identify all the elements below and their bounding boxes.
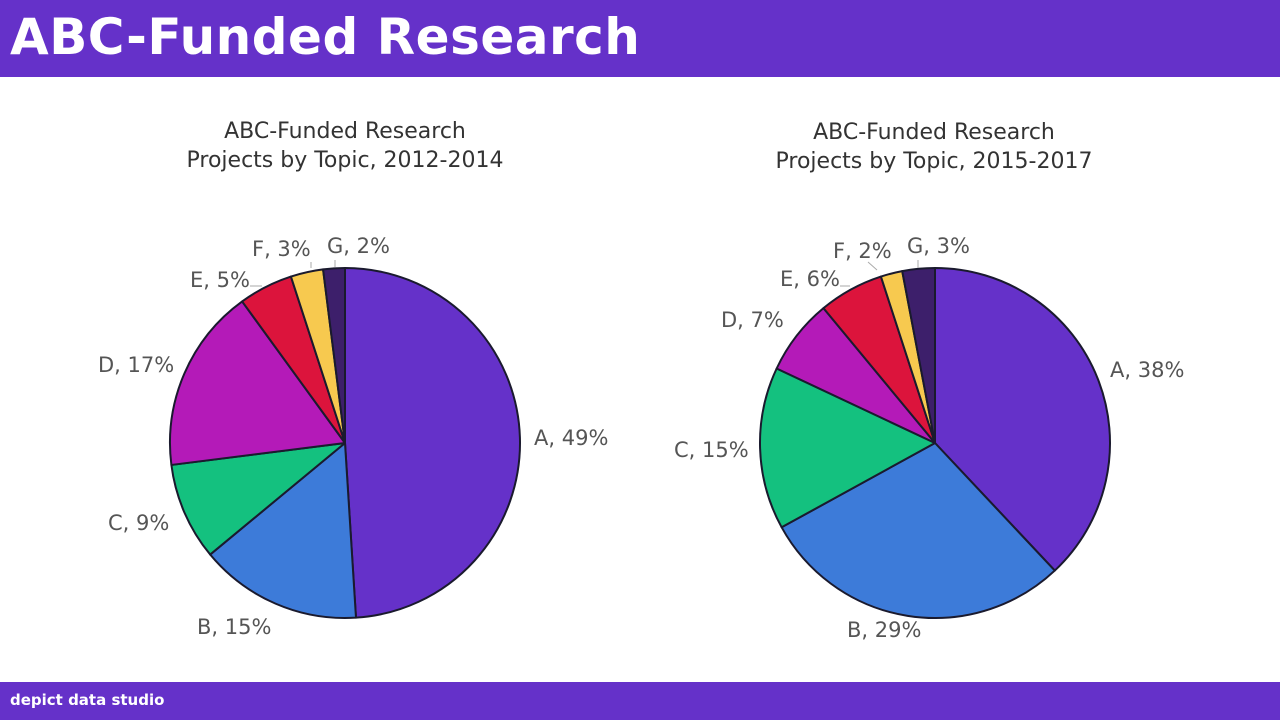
pie-chart-2012-2014: A, 49% B, 15% C, 9% D, 17% E, 5%F, 3% G, 2% <box>98 234 608 639</box>
chart-title-left: ABC-Funded Research Projects by Topic, 2… <box>145 117 545 175</box>
pie-slice-a <box>934 267 1112 572</box>
slice-label-e: E, 6% <box>780 267 840 291</box>
leader-line-f <box>867 261 878 271</box>
pie-slice-a <box>344 267 522 619</box>
slice-label-b: B, 15% <box>197 615 271 639</box>
slice-label-c: C, 9% <box>108 511 169 535</box>
slice-label-f: F, 2% <box>833 239 892 263</box>
footer-bar: depict data studio <box>0 682 1280 720</box>
pie-slice-b <box>780 442 1056 620</box>
footer-brand: depict data studio <box>10 691 165 709</box>
header-bar: ABC-Funded Research <box>0 0 1280 77</box>
pie-slice-g <box>901 267 936 444</box>
slice-label-g: G, 2% <box>327 234 390 258</box>
slice-label-b: B, 29% <box>847 618 921 642</box>
chart-title-right: ABC-Funded Research Projects by Topic, 2… <box>734 118 1134 176</box>
slice-label-c: C, 15% <box>674 438 749 462</box>
pie-slice-d <box>169 300 346 466</box>
slice-label-d: D, 17% <box>98 353 174 377</box>
slice-label-a: A, 49% <box>534 426 608 450</box>
chart-title-right-line1: ABC-Funded Research <box>813 120 1055 145</box>
pie-slice-c <box>170 442 346 556</box>
slice-label-a: A, 38% <box>1110 358 1184 382</box>
pie-chart-2015-2017: A, 38% B, 29% C, 15% D, 7% E, 6% F, 2% G, 3% <box>674 234 1184 642</box>
slice-label-e: E, 5% <box>190 268 250 292</box>
chart-title-left-line1: ABC-Funded Research <box>224 119 466 144</box>
slice-label-d: D, 7% <box>721 308 784 332</box>
slice-label-f: F, 3% <box>252 237 311 261</box>
pie-slice-c <box>759 367 936 529</box>
pie-slice-b <box>209 442 357 619</box>
chart-title-right-line2: Projects by Topic, 2015-2017 <box>775 149 1093 174</box>
chart-title-left-line2: Projects by Topic, 2012-2014 <box>186 148 504 173</box>
page-title: ABC-Funded Research <box>10 8 641 66</box>
slice-label-g: G, 3% <box>907 234 970 258</box>
pie-slice-g <box>322 267 346 444</box>
